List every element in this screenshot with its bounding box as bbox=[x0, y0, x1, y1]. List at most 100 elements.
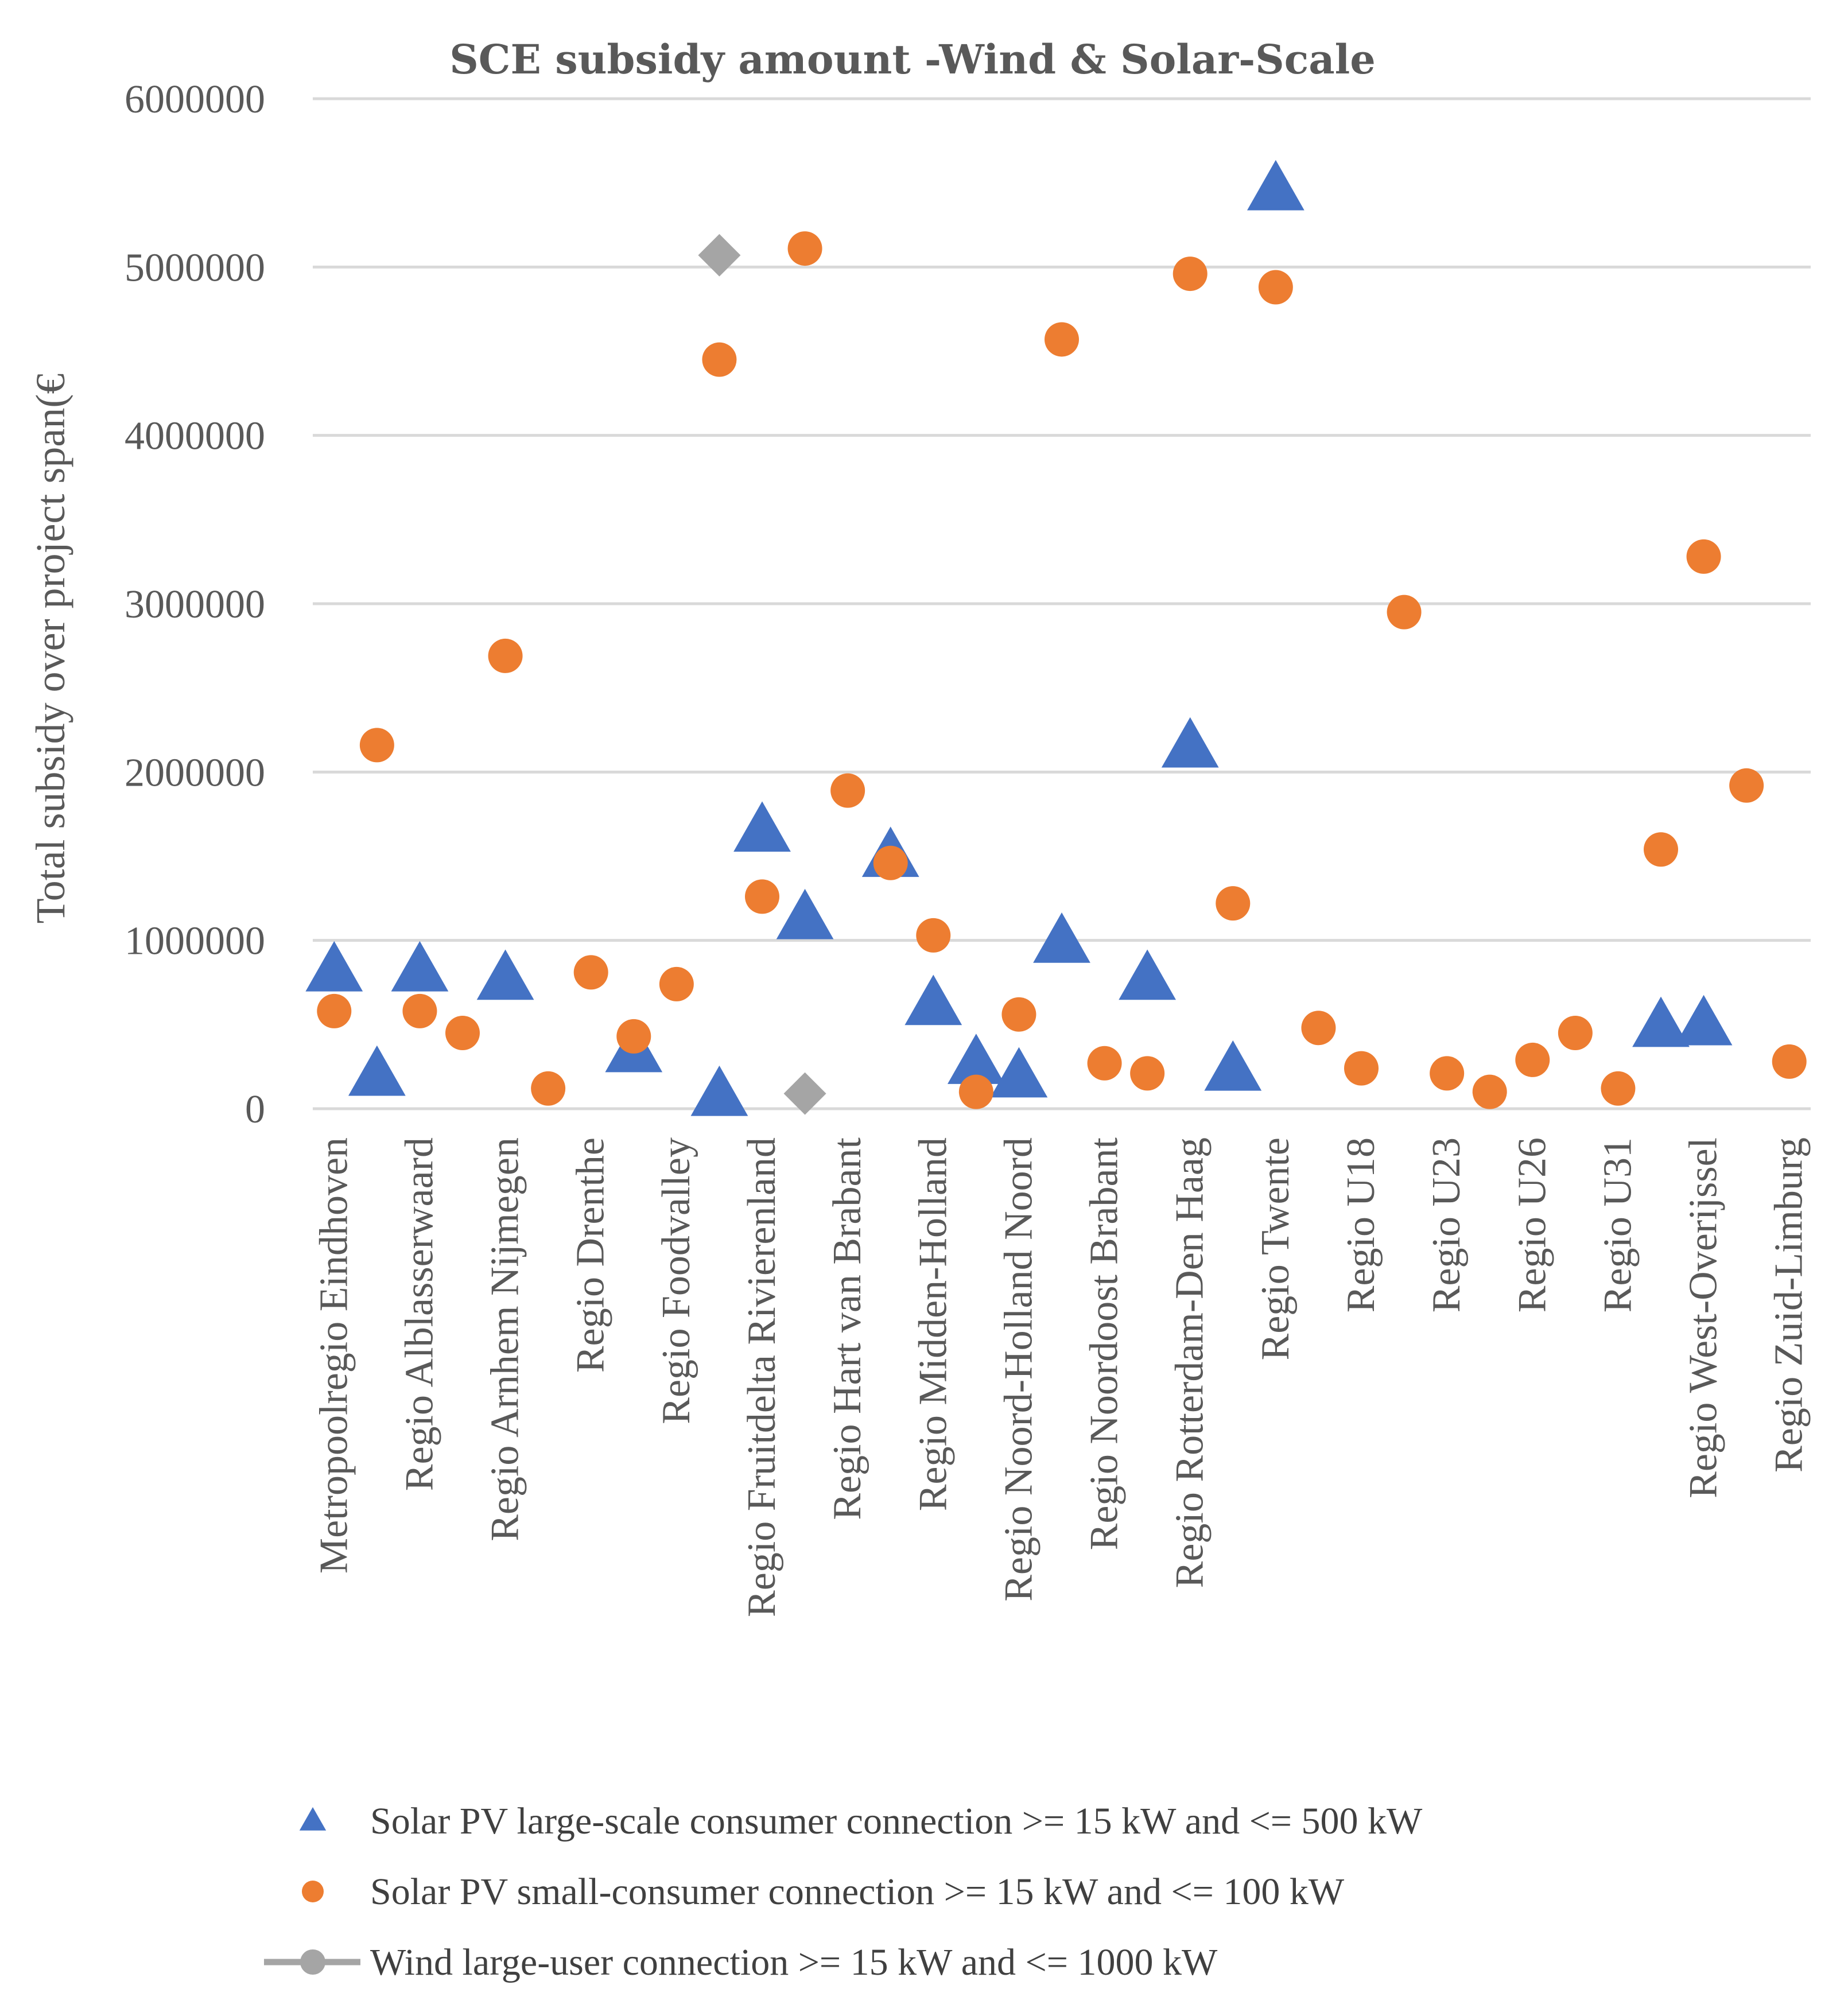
triangle-point bbox=[690, 1065, 748, 1116]
triangle-point bbox=[947, 1034, 1005, 1084]
circle-point bbox=[1772, 1044, 1807, 1079]
x-tick-label: Regio U26 bbox=[1510, 1137, 1554, 1312]
x-tick-label: Regio U31 bbox=[1595, 1137, 1640, 1312]
y-tick-label: 2000000 bbox=[125, 751, 265, 795]
legend-triangle-icon bbox=[299, 1807, 327, 1831]
circle-point bbox=[573, 955, 608, 990]
y-tick-label: 6000000 bbox=[125, 77, 265, 122]
legend-circle-icon bbox=[302, 1881, 324, 1902]
circle-point bbox=[787, 231, 822, 266]
x-tick-label: Regio U18 bbox=[1339, 1137, 1383, 1312]
circle-point bbox=[659, 966, 694, 1001]
circle-point bbox=[1387, 595, 1422, 630]
triangle-point bbox=[348, 1045, 406, 1096]
gridlines bbox=[313, 97, 1811, 1110]
x-tick-label: Regio Rotterdam-Den Haag bbox=[1168, 1137, 1212, 1588]
circle-point bbox=[1515, 1042, 1550, 1077]
circle-point bbox=[1001, 997, 1036, 1032]
circle-point bbox=[1644, 832, 1678, 867]
circle-point bbox=[1258, 270, 1293, 305]
chart-title: SCE subsidy amount -Wind & Solar-Scale bbox=[449, 36, 1376, 83]
circle-point bbox=[873, 845, 908, 880]
legend-entry: Solar PV large-scale consumer connection… bbox=[299, 1800, 1423, 1842]
triangle-point bbox=[904, 974, 962, 1026]
y-tick-label: 1000000 bbox=[125, 919, 265, 964]
circle-point bbox=[616, 1019, 651, 1054]
circle-point bbox=[359, 728, 394, 763]
circle-point bbox=[1045, 322, 1079, 357]
y-tick-label: 5000000 bbox=[125, 246, 265, 290]
circle-point bbox=[402, 993, 437, 1028]
y-tick-label: 0 bbox=[245, 1087, 265, 1132]
x-tick-label: Regio Hart van Brabant bbox=[825, 1137, 869, 1520]
legend-entry: Solar PV small-consumer connection >= 15… bbox=[302, 1871, 1345, 1913]
series-triangle bbox=[305, 160, 1733, 1116]
x-tick-label: Regio Noord-Holland Noord bbox=[996, 1137, 1041, 1602]
circle-point bbox=[958, 1074, 993, 1109]
triangle-point bbox=[1632, 996, 1690, 1047]
diamond-point bbox=[698, 234, 741, 277]
triangle-point bbox=[1161, 717, 1219, 768]
triangle-point bbox=[1247, 160, 1305, 211]
x-tick-label: Regio Zuid-Limburg bbox=[1767, 1137, 1811, 1473]
y-axis-label: Total subsidy over project span(€ bbox=[28, 374, 73, 924]
legend: Solar PV large-scale consumer connection… bbox=[264, 1800, 1423, 1983]
circle-point bbox=[488, 638, 523, 673]
circle-point bbox=[1601, 1071, 1636, 1106]
circle-point bbox=[1173, 257, 1208, 292]
x-axis-category-labels: Metropoolregio Eindhoven Regio Alblasserw… bbox=[312, 1137, 1811, 1617]
y-tick-label: 4000000 bbox=[125, 414, 265, 459]
x-tick-label: Regio Arnhem Nijmegen bbox=[483, 1137, 527, 1541]
triangle-point bbox=[391, 941, 449, 992]
triangle-point bbox=[1119, 949, 1177, 1000]
triangle-point bbox=[990, 1047, 1048, 1098]
circle-point bbox=[1686, 539, 1721, 574]
circle-point bbox=[1344, 1051, 1379, 1086]
legend-label: Solar PV small-consumer connection >= 15… bbox=[370, 1871, 1345, 1913]
legend-entry: Wind large-user connection >= 15 kW and … bbox=[264, 1941, 1218, 1983]
x-tick-label: Metropoolregio Eindhoven bbox=[312, 1137, 356, 1574]
x-tick-label: Regio Midden-Holland bbox=[911, 1137, 955, 1511]
y-axis-ticks: 0 1000000 2000000 3000000 4000000 5000000 6000… bbox=[125, 77, 265, 1132]
series-circle bbox=[317, 231, 1807, 1109]
triangle-point bbox=[1204, 1040, 1262, 1091]
x-tick-label: Regio Drenthe bbox=[569, 1137, 613, 1373]
circle-point bbox=[1729, 768, 1764, 803]
circle-point bbox=[1087, 1046, 1122, 1081]
triangle-point bbox=[776, 888, 834, 939]
x-tick-label: Regio Twente bbox=[1253, 1137, 1298, 1360]
data-points bbox=[305, 160, 1807, 1116]
legend-label: Wind large-user connection >= 15 kW and … bbox=[370, 1941, 1218, 1983]
x-tick-label: Regio Foodvalley bbox=[654, 1137, 698, 1424]
circle-point bbox=[445, 1016, 480, 1050]
x-tick-label: Regio Alblasserwaard bbox=[397, 1137, 441, 1491]
circle-point bbox=[1216, 886, 1251, 921]
circle-point bbox=[1430, 1056, 1465, 1091]
legend-circle-icon bbox=[300, 1949, 325, 1975]
circle-point bbox=[1301, 1011, 1336, 1046]
circle-point bbox=[317, 993, 352, 1028]
circle-point bbox=[1558, 1016, 1593, 1050]
x-tick-label: Regio West-Overijssel bbox=[1682, 1137, 1726, 1498]
circle-point bbox=[916, 918, 951, 953]
x-tick-label: Regio Fruitdelta Rivierenland bbox=[740, 1137, 784, 1617]
circle-point bbox=[702, 342, 737, 377]
diamond-point bbox=[783, 1072, 826, 1115]
triangle-point bbox=[476, 949, 534, 1000]
circle-point bbox=[830, 773, 865, 808]
series-diamond bbox=[698, 234, 826, 1115]
triangle-point bbox=[733, 801, 791, 852]
circle-point bbox=[1472, 1074, 1507, 1109]
x-tick-label: Regio Noordoost Brabant bbox=[1082, 1137, 1127, 1550]
triangle-point bbox=[305, 941, 363, 992]
y-tick-label: 3000000 bbox=[125, 582, 265, 627]
legend-label: Solar PV large-scale consumer connection… bbox=[370, 1800, 1423, 1842]
x-tick-label: Regio U23 bbox=[1424, 1137, 1469, 1312]
triangle-point bbox=[1675, 995, 1733, 1046]
circle-point bbox=[531, 1071, 566, 1106]
circle-point bbox=[745, 879, 779, 914]
circle-point bbox=[1130, 1056, 1165, 1091]
triangle-point bbox=[1033, 912, 1090, 963]
